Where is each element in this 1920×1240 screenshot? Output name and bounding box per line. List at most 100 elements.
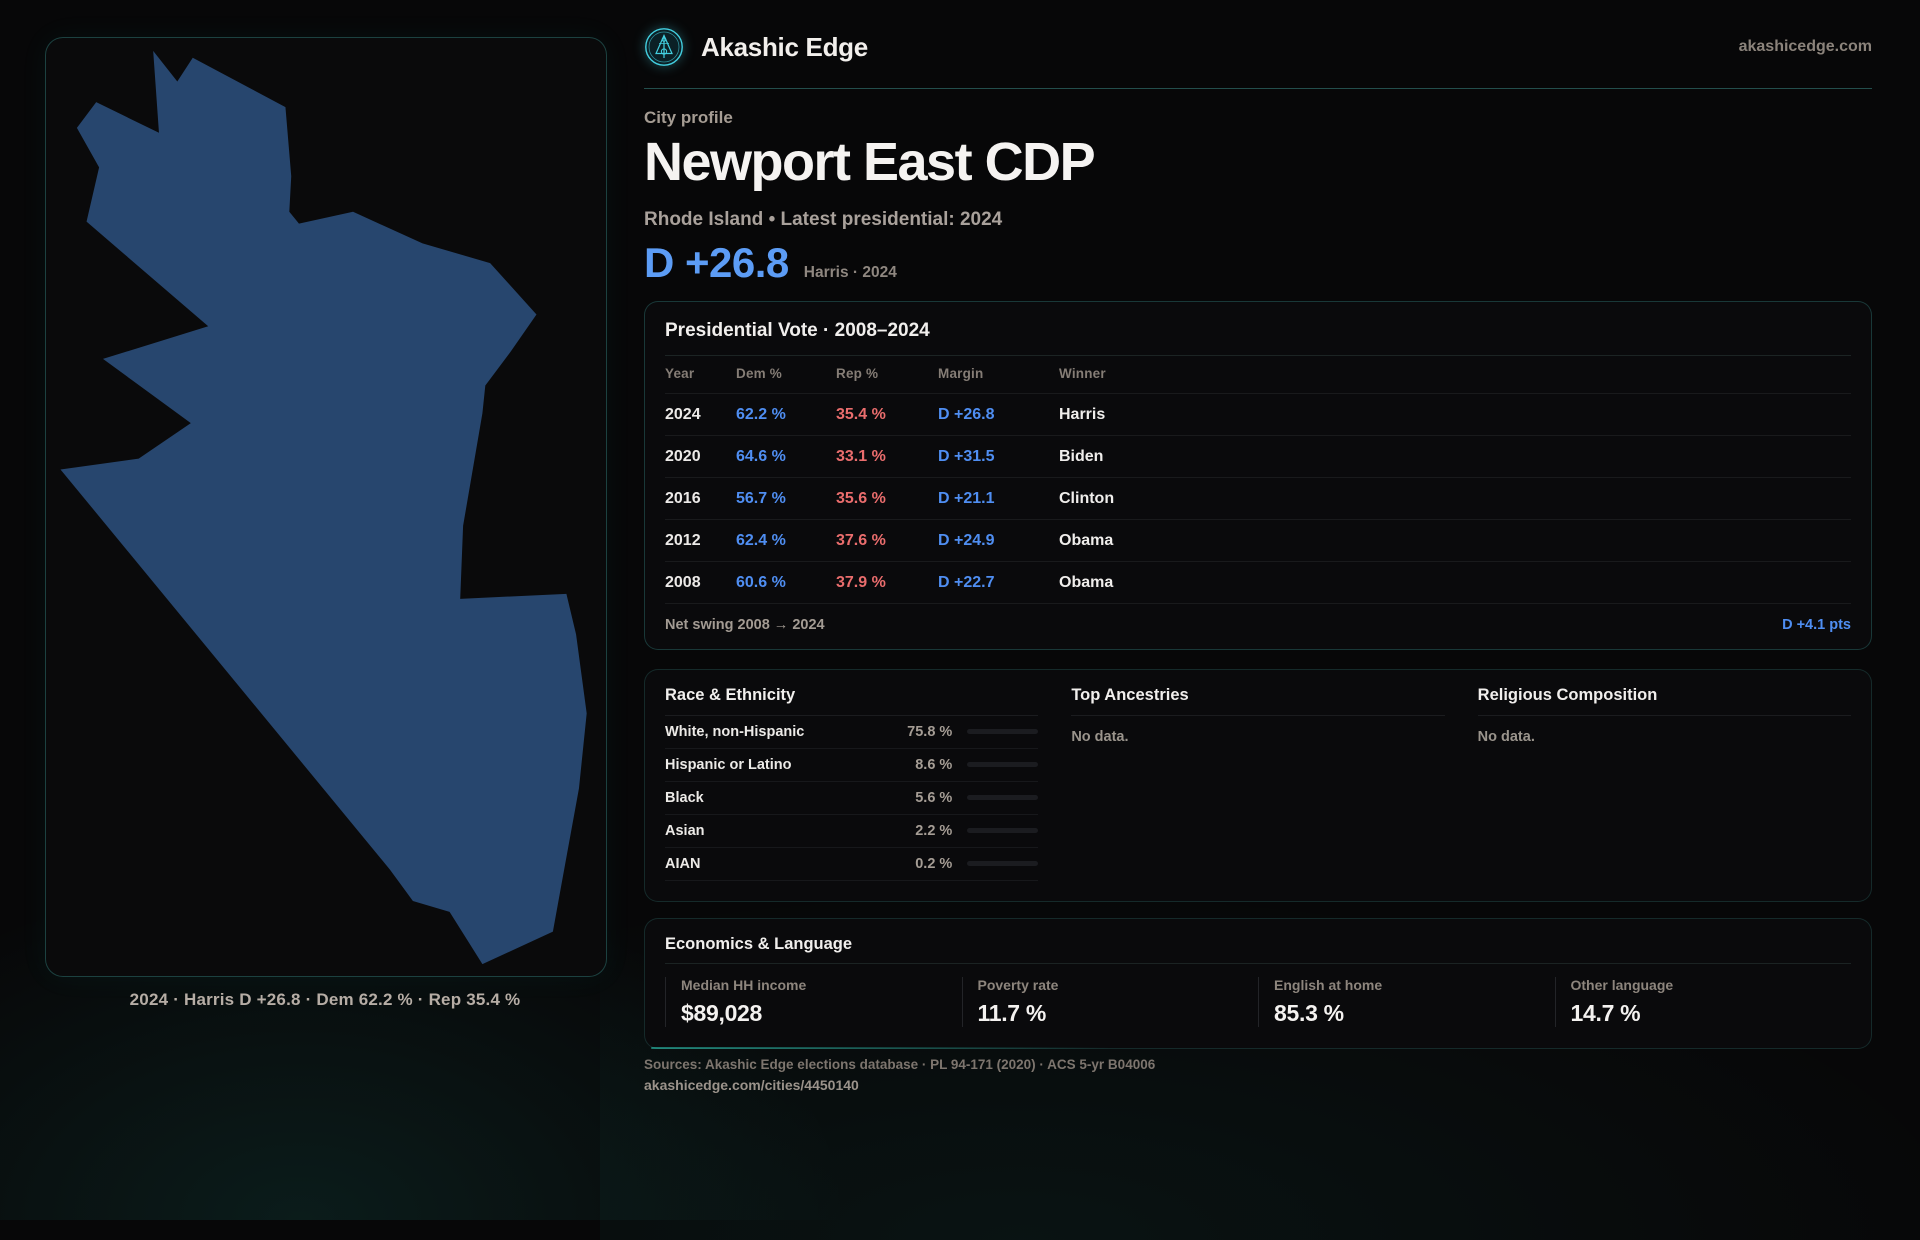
dem-cell: 60.6 % <box>736 573 786 591</box>
race-bar <box>967 729 1039 735</box>
stat-value: 85.3 % <box>1274 999 1344 1026</box>
city-map <box>60 50 587 965</box>
col-margin: Margin <box>938 365 984 381</box>
religion-section: Religious Composition No data. <box>1477 686 1851 881</box>
dem-cell: 62.4 % <box>736 531 786 549</box>
race-bar <box>967 828 1039 834</box>
dem-cell: 64.6 % <box>736 447 786 465</box>
rep-cell: 37.9 % <box>836 573 886 591</box>
economics-title: Economics & Language <box>665 935 1851 964</box>
col-winner: Winner <box>1059 365 1106 381</box>
net-swing-value: D +4.1 pts <box>1782 616 1851 633</box>
permalink[interactable]: akashicedge.com/cities/4450140 <box>644 1076 859 1093</box>
vote-row: 2020 64.6 % 33.1 % D +31.5 Biden <box>665 434 1851 477</box>
race-bar <box>967 861 1039 867</box>
header-divider <box>644 88 1872 89</box>
vote-panel-title: Presidential Vote · 2008–2024 <box>665 319 930 341</box>
col-rep: Rep % <box>836 365 879 381</box>
rep-cell: 37.6 % <box>836 531 886 549</box>
rep-cell: 33.1 % <box>836 447 886 465</box>
year-cell: 2020 <box>665 447 701 465</box>
race-value: 75.8 % <box>907 723 953 740</box>
race-row: White, non-Hispanic 75.8 % <box>665 716 1039 749</box>
stat-block-other-language: Other language 14.7 % <box>1554 976 1852 1027</box>
winner-cell: Obama <box>1059 531 1114 549</box>
year-cell: 2012 <box>665 531 701 549</box>
margin-cell: D +31.5 <box>938 447 995 465</box>
brand-logo-icon <box>645 28 683 66</box>
year-cell: 2008 <box>665 573 701 591</box>
rep-cell: 35.6 % <box>836 489 886 507</box>
stat-value: 14.7 % <box>1570 999 1641 1026</box>
religion-empty-state: No data. <box>1477 728 1535 745</box>
race-value: 0.2 % <box>915 855 953 872</box>
stat-label: Poverty rate <box>977 976 1059 993</box>
race-value: 5.6 % <box>915 789 953 806</box>
race-value: 2.2 % <box>915 822 953 839</box>
religion-section-title: Religious Composition <box>1477 686 1851 716</box>
stat-block-poverty-rate: Poverty rate 11.7 % <box>961 976 1259 1027</box>
race-label: Asian <box>665 822 705 839</box>
ancestries-section-title: Top Ancestries <box>1071 686 1445 716</box>
race-row: Hispanic or Latino 8.6 % <box>665 749 1039 782</box>
race-row: Asian 2.2 % <box>665 815 1039 848</box>
net-swing-label: Net swing 2008 → 2024 <box>665 616 825 633</box>
winner-cell: Obama <box>1059 573 1114 591</box>
margin-context: Harris · 2024 <box>803 263 897 281</box>
race-label: AIAN <box>665 855 701 872</box>
stat-label: English at home <box>1274 976 1383 993</box>
top-bar: Akashic Edge akashicedge.com <box>644 27 1872 67</box>
stat-label: Other language <box>1570 976 1674 993</box>
demographics-panel: Race & Ethnicity White, non-Hispanic 75.… <box>644 668 1872 902</box>
race-value: 8.6 % <box>915 756 953 773</box>
race-section: Race & Ethnicity White, non-Hispanic 75.… <box>665 686 1039 881</box>
race-row: Black 5.6 % <box>665 782 1039 815</box>
margin-headline: D +26.8 Harris · 2024 <box>644 239 1872 287</box>
stat-block-english-at-home: English at home 85.3 % <box>1258 976 1555 1027</box>
page-kicker: City profile <box>644 108 733 127</box>
year-cell: 2016 <box>665 489 701 507</box>
vote-title-divider <box>665 354 1851 356</box>
col-year: Year <box>665 365 695 381</box>
winner-cell: Harris <box>1059 405 1106 423</box>
race-label: Black <box>665 789 704 806</box>
vote-table-header: Year Dem % Rep % Margin Winner <box>665 356 1851 393</box>
profile-content: Akashic Edge akashicedge.com City profil… <box>644 0 1872 1095</box>
vote-row: 2008 60.6 % 37.9 % D +22.7 Obama <box>665 560 1851 603</box>
col-dem: Dem % <box>736 365 783 381</box>
dem-cell: 56.7 % <box>736 489 786 507</box>
city-boundary-shape <box>60 50 587 965</box>
page-subtitle: Rhode Island • Latest presidential: 2024 <box>644 208 1003 230</box>
winner-cell: Biden <box>1059 447 1104 465</box>
ancestries-section: Top Ancestries No data. <box>1071 686 1445 881</box>
vote-row: 2016 56.7 % 35.6 % D +21.1 Clinton <box>665 476 1851 519</box>
site-domain-link[interactable]: akashicedge.com <box>1738 38 1872 55</box>
economics-panel: Economics & Language Median HH income $8… <box>644 917 1872 1049</box>
stat-label: Median HH income <box>681 976 807 993</box>
page-title: Newport East CDP <box>644 132 1096 192</box>
race-bar <box>967 762 1039 768</box>
map-caption: 2024 · Harris D +26.8 · Dem 62.2 % · Rep… <box>129 990 521 1009</box>
race-label: White, non-Hispanic <box>665 723 805 740</box>
margin-cell: D +26.8 <box>938 405 995 423</box>
rep-cell: 35.4 % <box>836 405 886 423</box>
stat-value: 11.7 % <box>977 999 1047 1026</box>
stat-block-median-income: Median HH income $89,028 <box>665 976 962 1027</box>
stats-row: Median HH income $89,028 Poverty rate 11… <box>665 976 1852 1048</box>
sources-note: Sources: Akashic Edge elections database… <box>644 1056 1156 1072</box>
vote-row: 2024 62.2 % 35.4 % D +26.8 Harris <box>665 392 1851 435</box>
vote-row: 2012 62.4 % 37.6 % D +24.9 Obama <box>665 518 1851 561</box>
net-swing-row: Net swing 2008 → 2024 D +4.1 pts <box>665 602 1851 649</box>
map-panel <box>45 37 607 977</box>
year-cell: 2024 <box>665 405 701 423</box>
dem-cell: 62.2 % <box>736 405 786 423</box>
vote-panel: Presidential Vote · 2008–2024 Year Dem %… <box>644 300 1872 650</box>
race-row: AIAN 0.2 % <box>665 848 1039 881</box>
ancestries-empty-state: No data. <box>1071 728 1129 745</box>
margin-cell: D +24.9 <box>938 531 995 549</box>
race-label: Hispanic or Latino <box>665 756 792 773</box>
margin-value: D +26.8 <box>644 238 789 286</box>
brand-name: Akashic Edge <box>701 31 868 62</box>
margin-cell: D +22.7 <box>938 573 995 591</box>
margin-cell: D +21.1 <box>938 489 995 507</box>
